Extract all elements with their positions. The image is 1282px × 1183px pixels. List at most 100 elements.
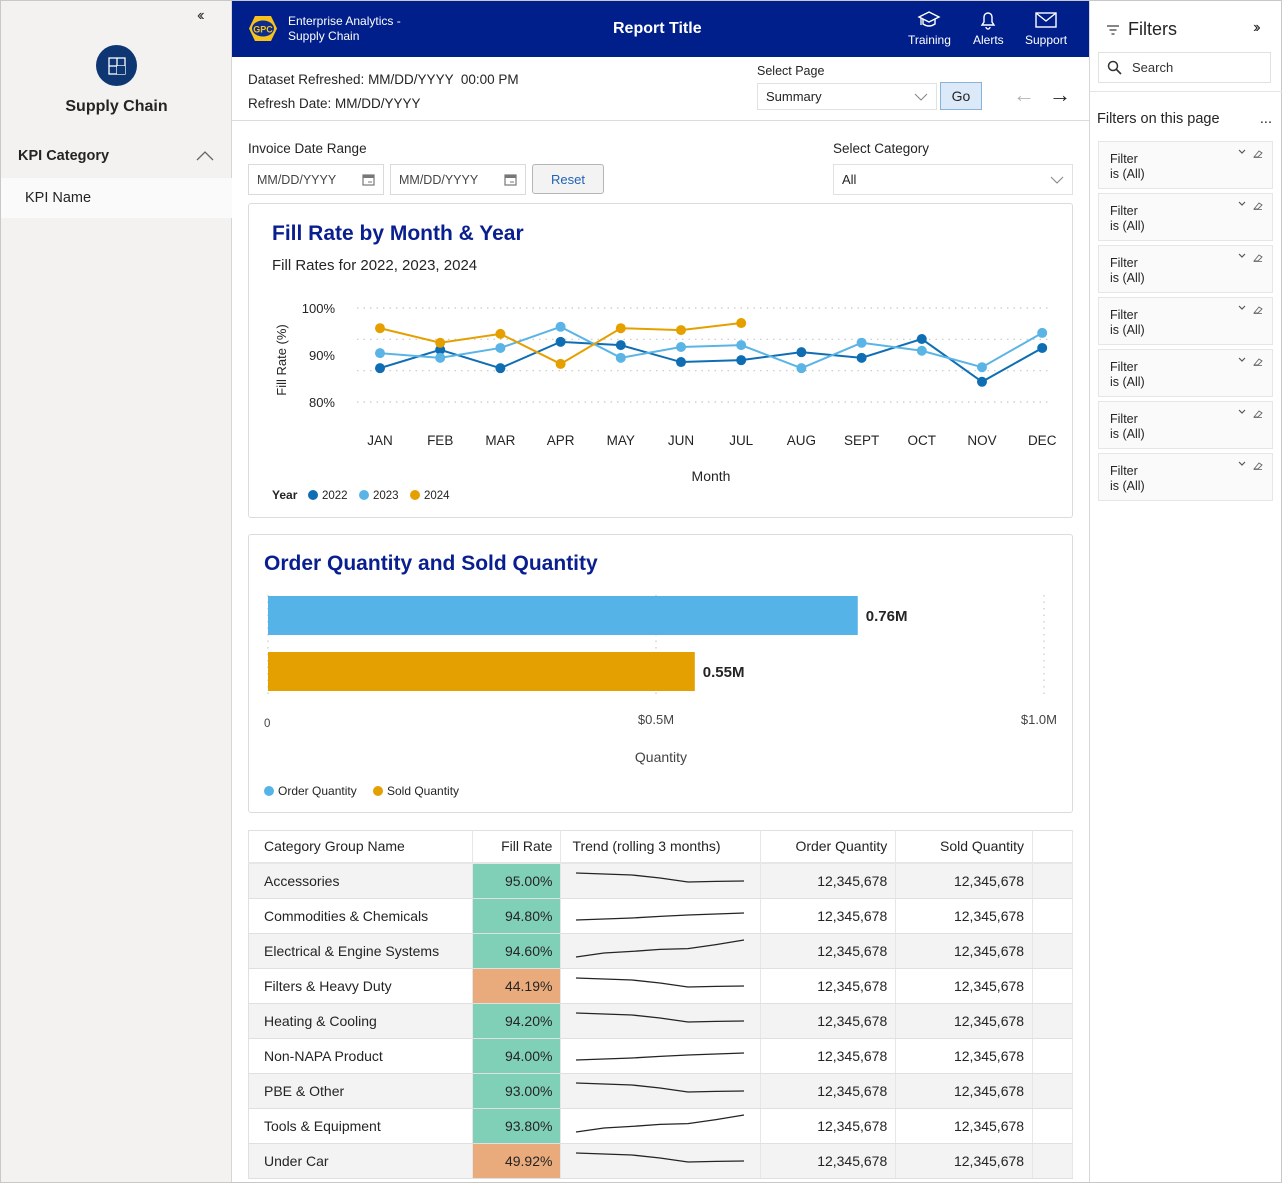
data-point[interactable] — [977, 362, 987, 373]
eraser-icon[interactable] — [1253, 201, 1263, 210]
data-point[interactable] — [495, 328, 506, 339]
go-button[interactable]: Go — [940, 82, 982, 110]
filter-card[interactable]: Filter is (All) — [1098, 401, 1273, 449]
col-header-fill-rate[interactable]: Fill Rate — [472, 830, 562, 864]
table-row[interactable]: Electrical & Engine Systems 94.60% 12,345,… — [248, 933, 1073, 969]
category-select[interactable]: All — [833, 164, 1073, 195]
table-row[interactable]: Commodities & Chemicals 94.80% 12,345,678 1… — [248, 898, 1073, 934]
table-row[interactable]: Tools & Equipment 93.80% 12,345,678 12,345,… — [248, 1108, 1073, 1144]
data-point[interactable] — [555, 358, 566, 369]
data-point[interactable] — [1037, 327, 1048, 338]
data-point[interactable] — [615, 323, 626, 334]
chevron-down-icon[interactable] — [1238, 201, 1246, 207]
data-point[interactable] — [1037, 342, 1048, 353]
chevron-down-icon[interactable] — [1238, 357, 1246, 363]
sidebar-item-kpi-name[interactable]: KPI Name — [1, 178, 232, 218]
eraser-icon[interactable] — [1253, 461, 1263, 470]
eraser-icon[interactable] — [1253, 357, 1263, 366]
filter-card[interactable]: Filter is (All) — [1098, 141, 1273, 189]
data-point[interactable] — [495, 363, 506, 374]
data-point[interactable] — [796, 347, 807, 358]
kpi-category-toggle[interactable]: KPI Category — [1, 135, 232, 177]
legend-label[interactable]: 2023 — [373, 490, 399, 502]
col-header-sold-qty[interactable]: Sold Quantity — [895, 830, 1034, 864]
table-row[interactable]: Non-NAPA Product 94.00% 12,345,678 12,345,6… — [248, 1038, 1073, 1074]
fill-rate-line-chart: Fill Rate (%) Month 100% 90% 80% JAN FEB MAR… — [272, 301, 1057, 502]
x-tick-label: $0.5M — [638, 712, 674, 727]
eraser-icon[interactable] — [1253, 149, 1263, 158]
trend-sparkline-cell — [560, 898, 762, 934]
filter-card[interactable]: Filter is (All) — [1098, 245, 1273, 293]
data-point[interactable] — [856, 352, 867, 363]
eraser-icon[interactable] — [1253, 253, 1263, 262]
filters-on-page-title: Filters on this page — [1097, 111, 1220, 127]
table-row[interactable]: Filters & Heavy Duty 44.19% 12,345,678 12,3… — [248, 968, 1073, 1004]
filter-card[interactable]: Filter is (All) — [1098, 193, 1273, 241]
order-qty-cell: 12,345,678 — [760, 1003, 897, 1039]
x-tick-label: $1.0M — [1021, 712, 1057, 727]
chevron-down-icon[interactable] — [1238, 305, 1246, 311]
more-options-icon[interactable]: ... — [1259, 111, 1272, 127]
filter-card[interactable]: Filter is (All) — [1098, 349, 1273, 397]
data-point[interactable] — [916, 345, 927, 356]
end-date-input[interactable]: MM/DD/YYYY — [390, 164, 526, 195]
calendar-icon[interactable] — [504, 173, 517, 186]
data-point[interactable] — [676, 325, 686, 336]
data-point[interactable] — [615, 352, 626, 363]
bar-sold-quantity[interactable] — [268, 652, 695, 691]
data-point[interactable] — [736, 340, 747, 351]
data-point[interactable] — [555, 321, 566, 332]
data-point[interactable] — [435, 344, 446, 355]
table-row[interactable]: Under Car 49.92% 12,345,678 12,345,678 — [248, 1143, 1073, 1179]
data-point[interactable] — [495, 342, 506, 353]
table-row[interactable]: Accessories 95.00% 12,345,678 12,345,678 — [248, 862, 1073, 899]
back-arrow-icon[interactable]: ← — [1013, 82, 1035, 107]
chevron-down-icon[interactable] — [1238, 253, 1246, 259]
legend-label[interactable]: 2024 — [424, 490, 450, 502]
filter-card[interactable]: Filter is (All) — [1098, 453, 1273, 501]
data-point[interactable] — [375, 323, 385, 334]
table-row[interactable]: PBE & Other 93.00% 12,345,678 12,345,678 — [248, 1073, 1073, 1109]
filters-search-input[interactable]: Search — [1098, 52, 1271, 83]
start-date-input[interactable]: MM/DD/YYYY — [248, 164, 384, 195]
data-point[interactable] — [977, 376, 987, 387]
reset-button[interactable]: Reset — [532, 164, 604, 194]
bar-order-quantity[interactable] — [268, 596, 858, 635]
data-point[interactable] — [375, 348, 385, 359]
alerts-button[interactable]: Alerts — [973, 10, 1004, 47]
data-point[interactable] — [676, 342, 686, 353]
calendar-icon[interactable] — [362, 173, 375, 186]
sparkline-path — [576, 976, 745, 988]
data-point[interactable] — [375, 363, 385, 374]
legend-label[interactable]: Order Quantity — [278, 784, 357, 798]
data-point[interactable] — [435, 337, 446, 348]
data-point[interactable] — [435, 352, 446, 363]
legend-label[interactable]: Sold Quantity — [387, 784, 459, 798]
data-point[interactable] — [736, 355, 747, 366]
col-header-category[interactable]: Category Group Name — [248, 830, 473, 864]
chevron-down-icon[interactable] — [1238, 149, 1246, 155]
data-point[interactable] — [856, 337, 867, 348]
training-button[interactable]: Training — [908, 10, 951, 47]
table-row[interactable]: Heating & Cooling 94.20% 12,345,678 12,345,… — [248, 1003, 1073, 1039]
filter-card[interactable]: Filter is (All) — [1098, 297, 1273, 345]
support-button[interactable]: Support — [1025, 10, 1067, 47]
data-point[interactable] — [796, 363, 807, 374]
col-header-order-qty[interactable]: Order Quantity — [760, 830, 897, 864]
data-point[interactable] — [555, 336, 566, 347]
chevron-down-icon[interactable] — [1238, 461, 1246, 467]
data-point[interactable] — [916, 334, 927, 345]
page-select[interactable]: Summary — [757, 83, 937, 110]
collapse-sidebar-icon[interactable]: ‹‹ — [197, 7, 204, 24]
col-header-trend[interactable]: Trend (rolling 3 months) — [560, 830, 762, 864]
data-point[interactable] — [615, 340, 626, 351]
expand-filters-icon[interactable]: ›› — [1253, 19, 1260, 36]
forward-arrow-icon[interactable]: → — [1049, 82, 1071, 107]
trend-sparkline — [576, 1151, 745, 1163]
legend-label[interactable]: 2022 — [322, 490, 348, 502]
data-point[interactable] — [676, 357, 686, 368]
eraser-icon[interactable] — [1253, 409, 1263, 418]
chevron-down-icon[interactable] — [1238, 409, 1246, 415]
eraser-icon[interactable] — [1253, 305, 1263, 314]
data-point[interactable] — [736, 318, 747, 329]
